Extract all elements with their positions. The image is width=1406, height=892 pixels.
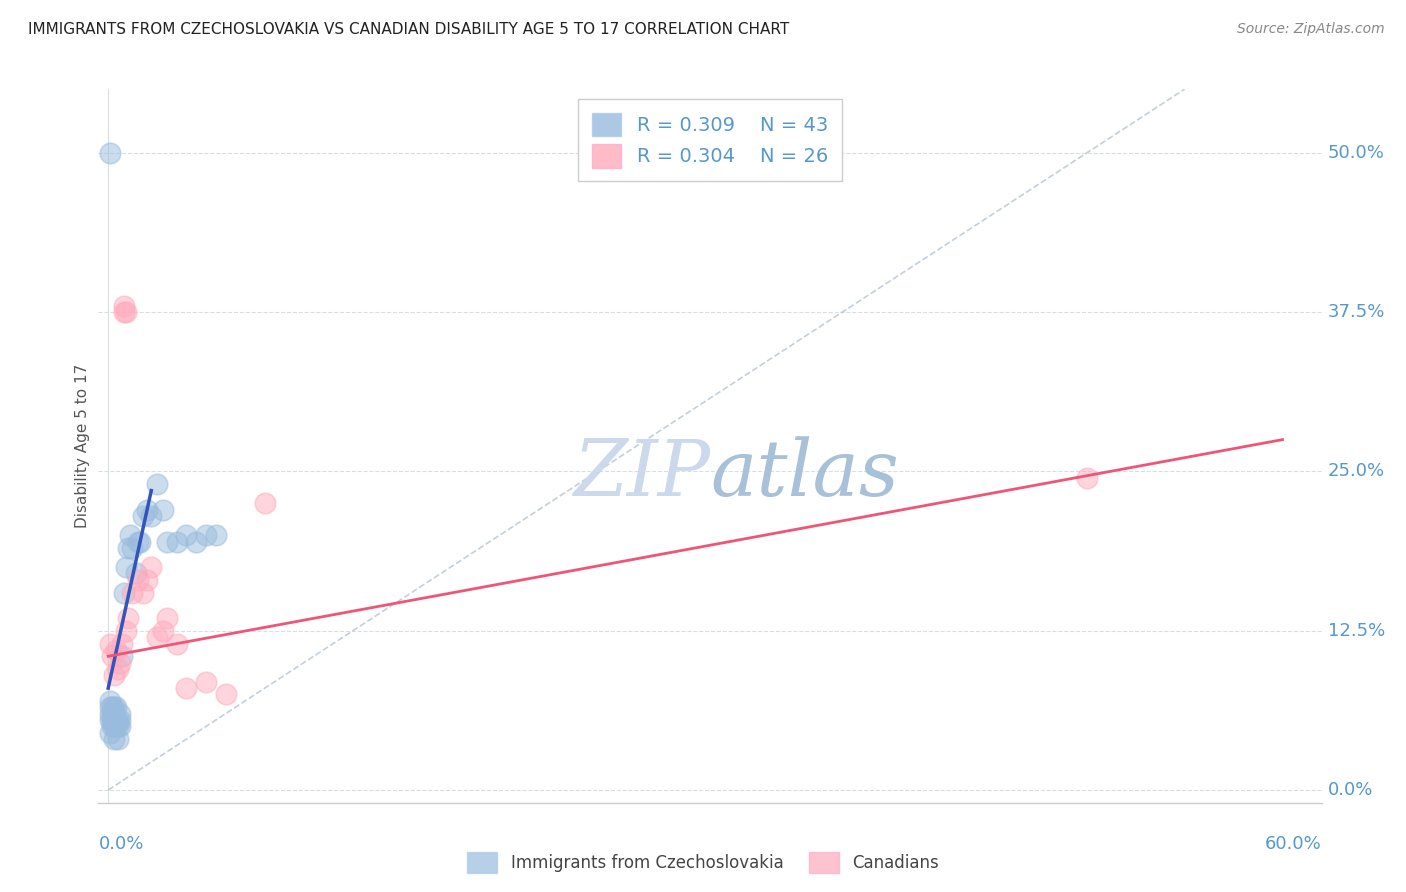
Point — [128, 534, 150, 549]
Point — [101, 706, 124, 721]
Text: 0.0%: 0.0% — [98, 835, 143, 853]
Text: 25.0%: 25.0% — [1327, 462, 1385, 481]
Point — [214, 688, 236, 702]
Point — [117, 611, 139, 625]
Point — [98, 713, 121, 727]
Point — [136, 573, 159, 587]
Point — [103, 700, 125, 714]
Point — [105, 643, 128, 657]
Point — [107, 713, 129, 727]
Legend: R = 0.309    N = 43, R = 0.304    N = 26: R = 0.309 N = 43, R = 0.304 N = 26 — [578, 99, 842, 181]
Point — [98, 636, 121, 650]
Point — [186, 534, 208, 549]
Point — [146, 477, 169, 491]
Point — [111, 636, 134, 650]
Text: IMMIGRANTS FROM CZECHOSLOVAKIA VS CANADIAN DISABILITY AGE 5 TO 17 CORRELATION CH: IMMIGRANTS FROM CZECHOSLOVAKIA VS CANADI… — [28, 22, 789, 37]
Point — [141, 509, 163, 524]
Point — [108, 713, 131, 727]
Point — [146, 630, 169, 644]
Y-axis label: Disability Age 5 to 17: Disability Age 5 to 17 — [75, 364, 90, 528]
Point — [105, 700, 128, 714]
Text: 37.5%: 37.5% — [1327, 303, 1385, 321]
Point — [127, 573, 149, 587]
Legend: Immigrants from Czechoslovakia, Canadians: Immigrants from Czechoslovakia, Canadian… — [461, 846, 945, 880]
Point — [176, 528, 198, 542]
Point — [108, 706, 131, 721]
Point — [124, 566, 146, 581]
Point — [103, 668, 125, 682]
Point — [112, 305, 135, 319]
Text: ZIP: ZIP — [572, 436, 710, 513]
Point — [108, 719, 131, 733]
Point — [108, 656, 131, 670]
Point — [121, 585, 143, 599]
Point — [101, 719, 124, 733]
Point — [176, 681, 198, 695]
Point — [195, 528, 218, 542]
Point — [98, 725, 121, 739]
Text: 12.5%: 12.5% — [1327, 622, 1385, 640]
Point — [103, 732, 125, 747]
Point — [118, 528, 141, 542]
Point — [101, 713, 124, 727]
Point — [112, 585, 135, 599]
Point — [117, 541, 139, 555]
Point — [132, 509, 155, 524]
Text: 50.0%: 50.0% — [1327, 144, 1385, 162]
Point — [152, 502, 174, 516]
Text: 0.0%: 0.0% — [1327, 781, 1374, 799]
Point — [101, 700, 124, 714]
Text: 60.0%: 60.0% — [1265, 835, 1322, 853]
Point — [111, 649, 134, 664]
Point — [107, 662, 129, 676]
Point — [141, 560, 163, 574]
Point — [107, 732, 129, 747]
Point — [114, 624, 136, 638]
Text: atlas: atlas — [710, 436, 898, 513]
Point — [105, 713, 128, 727]
Point — [121, 541, 143, 555]
Point — [136, 502, 159, 516]
Point — [156, 534, 179, 549]
Text: Source: ZipAtlas.com: Source: ZipAtlas.com — [1237, 22, 1385, 37]
Point — [166, 636, 188, 650]
Point — [98, 694, 121, 708]
Point — [101, 649, 124, 664]
Point — [156, 611, 179, 625]
Point — [195, 674, 218, 689]
Point — [103, 706, 125, 721]
Point — [112, 299, 135, 313]
Point — [98, 145, 121, 160]
Point — [105, 719, 128, 733]
Point — [1076, 471, 1098, 485]
Point — [127, 534, 149, 549]
Point — [152, 624, 174, 638]
Point — [103, 719, 125, 733]
Point — [114, 305, 136, 319]
Point — [132, 585, 155, 599]
Point — [114, 560, 136, 574]
Point — [98, 700, 121, 714]
Point — [98, 706, 121, 721]
Point — [205, 528, 228, 542]
Point — [166, 534, 188, 549]
Point — [253, 496, 276, 510]
Point — [107, 719, 129, 733]
